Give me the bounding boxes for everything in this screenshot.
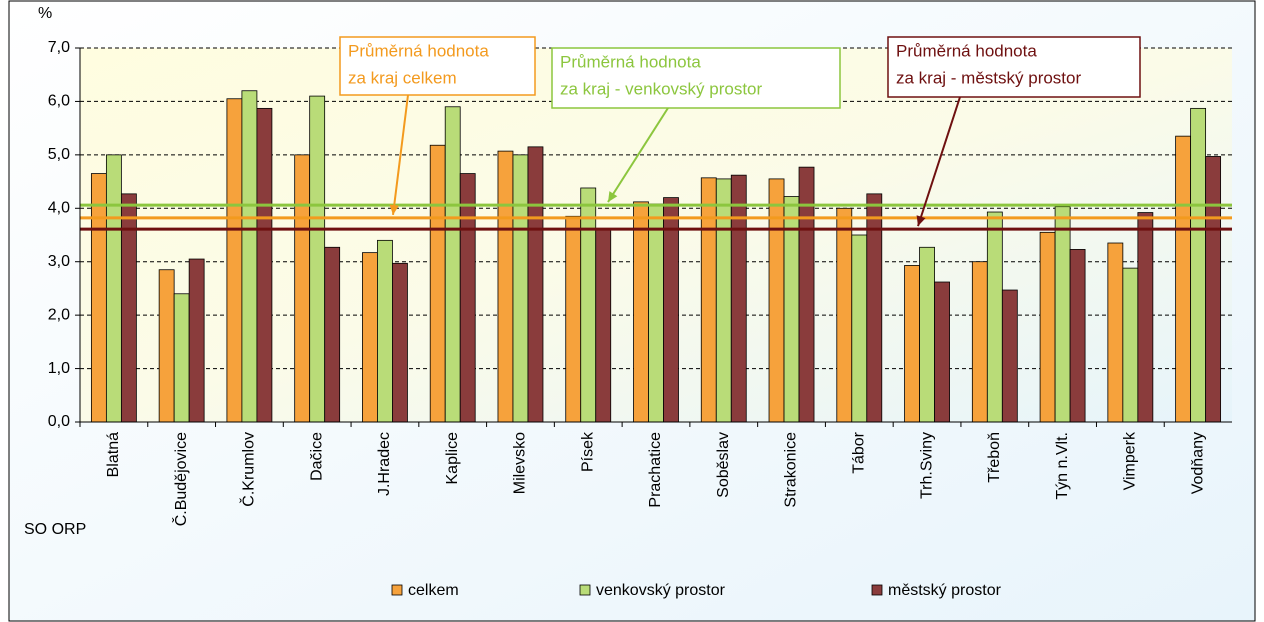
bar bbox=[851, 234, 868, 423]
x-tick-label: Milevsko bbox=[512, 432, 529, 494]
annotation-arrow bbox=[607, 107, 669, 203]
bar bbox=[362, 252, 378, 423]
annotation-text: za kraj - městský prostor bbox=[896, 68, 1081, 87]
annotation-box bbox=[887, 36, 1141, 98]
bar bbox=[188, 258, 205, 423]
bar bbox=[241, 90, 258, 423]
x-tick-label: Vodňany bbox=[1189, 432, 1206, 494]
bar bbox=[1001, 289, 1018, 423]
y-tick-label: 0,0 bbox=[48, 413, 70, 430]
x-tick-label: Blatná bbox=[105, 432, 122, 477]
bar bbox=[580, 187, 597, 423]
bar bbox=[1107, 242, 1124, 423]
bar bbox=[256, 107, 273, 423]
x-tick-label: Soběslav bbox=[715, 432, 732, 498]
x-tick-label: Trh.Sviny bbox=[918, 432, 935, 499]
x-tick-label: Č.Krumlov bbox=[239, 432, 258, 507]
annotation-text: Průměrná hodnota bbox=[348, 41, 489, 60]
bar bbox=[663, 197, 679, 423]
bar bbox=[934, 281, 950, 423]
x-tick-label: Prachatice bbox=[647, 432, 664, 508]
bar bbox=[715, 178, 732, 423]
bar bbox=[730, 174, 747, 423]
annotation-text: Průměrná hodnota bbox=[560, 52, 701, 71]
x-tick-label: Dačice bbox=[308, 432, 325, 481]
x-tick-label: Strakonice bbox=[783, 432, 800, 508]
x-tick-label: J.Hradec bbox=[376, 432, 393, 496]
bar bbox=[836, 207, 853, 423]
y-tick-label: 1,0 bbox=[48, 360, 70, 377]
bar bbox=[324, 246, 341, 423]
annotation-box bbox=[339, 36, 536, 96]
bar bbox=[105, 154, 122, 423]
y-tick-label: 2,0 bbox=[48, 306, 70, 323]
bar bbox=[565, 215, 582, 423]
annotation-arrow bbox=[917, 96, 961, 227]
x-tick-label: Týn n.Vlt. bbox=[1054, 432, 1071, 500]
annotation-text: Průměrná hodnota bbox=[896, 41, 1037, 60]
bar bbox=[1054, 206, 1071, 423]
x-tick-label: Vimperk bbox=[1122, 431, 1139, 490]
x-axis-label: SO ORP bbox=[24, 521, 86, 538]
bar bbox=[377, 239, 393, 423]
bar bbox=[919, 246, 935, 423]
legend-swatch bbox=[391, 584, 403, 596]
bar bbox=[1175, 135, 1192, 423]
bar bbox=[768, 178, 785, 423]
x-tick-label: Kaplice bbox=[444, 432, 461, 485]
bar bbox=[392, 262, 408, 423]
bar bbox=[971, 261, 988, 423]
bar bbox=[1137, 212, 1154, 423]
bar bbox=[294, 154, 311, 423]
bar bbox=[497, 150, 514, 423]
y-tick-label: 4,0 bbox=[48, 200, 70, 217]
bar bbox=[1122, 267, 1139, 423]
bar bbox=[90, 173, 107, 423]
annotation-box bbox=[551, 47, 841, 109]
annotation-arrowhead bbox=[389, 204, 399, 215]
x-tick-label: Tábor bbox=[851, 431, 868, 473]
bar bbox=[226, 98, 243, 423]
bar bbox=[1190, 107, 1207, 423]
annotation-text: za kraj - venkovský prostor bbox=[560, 79, 763, 98]
bar bbox=[527, 146, 544, 423]
legend-label: venkovský prostor bbox=[596, 582, 726, 599]
bar bbox=[595, 228, 612, 423]
bar bbox=[1039, 231, 1056, 423]
x-tick-label: Písek bbox=[579, 431, 596, 472]
annotation-arrowhead bbox=[608, 191, 618, 203]
bar bbox=[158, 269, 175, 423]
bar bbox=[904, 265, 920, 423]
bar bbox=[1205, 156, 1222, 423]
bar bbox=[444, 106, 461, 423]
bar bbox=[1069, 249, 1086, 423]
annotation-arrowhead bbox=[916, 215, 926, 227]
bar bbox=[512, 154, 529, 423]
legend-label: celkem bbox=[408, 582, 459, 599]
y-tick-label: 7,0 bbox=[48, 39, 70, 56]
legend-label: městský prostor bbox=[888, 582, 1002, 599]
bar bbox=[700, 177, 717, 423]
annotation-text: za kraj celkem bbox=[348, 68, 457, 87]
y-tick-label: 3,0 bbox=[48, 253, 70, 270]
y-tick-label: 6,0 bbox=[48, 93, 70, 110]
bar bbox=[309, 95, 326, 423]
bar bbox=[459, 173, 476, 423]
bar bbox=[986, 211, 1003, 423]
y-axis-label: % bbox=[38, 5, 52, 22]
annotation-arrow bbox=[392, 94, 409, 216]
bar bbox=[429, 144, 446, 423]
x-tick-label: Třeboň bbox=[986, 432, 1003, 483]
legend-swatch bbox=[579, 584, 591, 596]
bar bbox=[173, 293, 190, 423]
bar bbox=[648, 203, 664, 423]
bar bbox=[633, 201, 649, 423]
legend-swatch bbox=[871, 584, 883, 596]
y-tick-label: 5,0 bbox=[48, 146, 70, 163]
x-tick-label: Č.Budějovice bbox=[171, 432, 190, 526]
